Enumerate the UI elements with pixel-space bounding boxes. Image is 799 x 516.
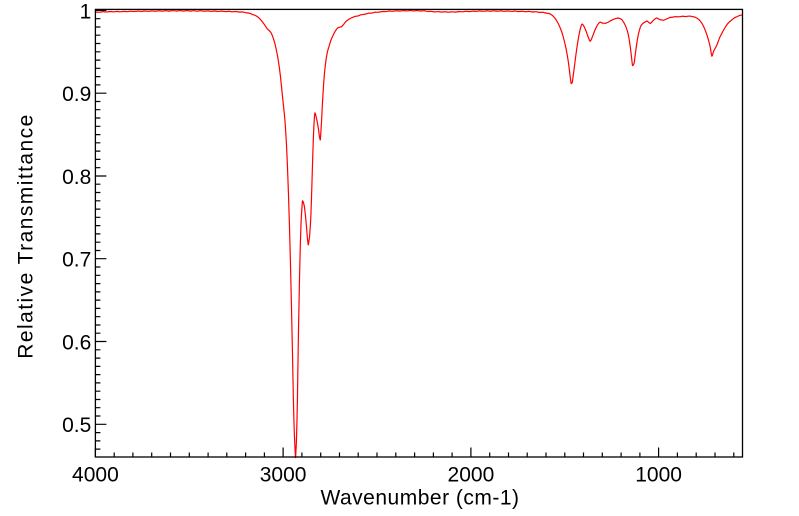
svg-text:0.6: 0.6: [62, 331, 91, 354]
svg-text:3000: 3000: [260, 463, 307, 486]
svg-text:Wavenumber (cm-1): Wavenumber (cm-1): [320, 487, 519, 510]
svg-text:1000: 1000: [635, 463, 682, 486]
svg-text:Relative Transmittance: Relative Transmittance: [15, 113, 38, 359]
svg-text:1: 1: [80, 0, 92, 23]
svg-text:0.8: 0.8: [62, 166, 91, 189]
svg-text:0.9: 0.9: [62, 83, 91, 106]
svg-text:0.7: 0.7: [62, 249, 91, 272]
svg-text:0.5: 0.5: [62, 414, 91, 437]
svg-text:2000: 2000: [448, 463, 495, 486]
svg-text:4000: 4000: [72, 463, 119, 486]
